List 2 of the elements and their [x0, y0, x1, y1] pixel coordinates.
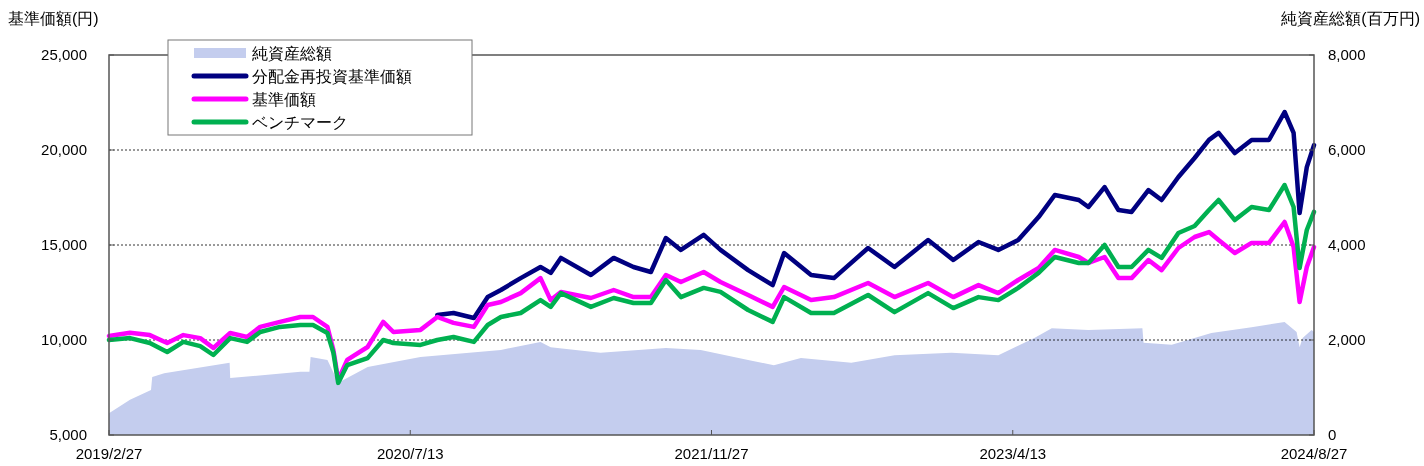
ylabel: 基準価額(円) — [8, 10, 99, 27]
y2label: 純資産総額(百万円) — [1281, 10, 1420, 27]
